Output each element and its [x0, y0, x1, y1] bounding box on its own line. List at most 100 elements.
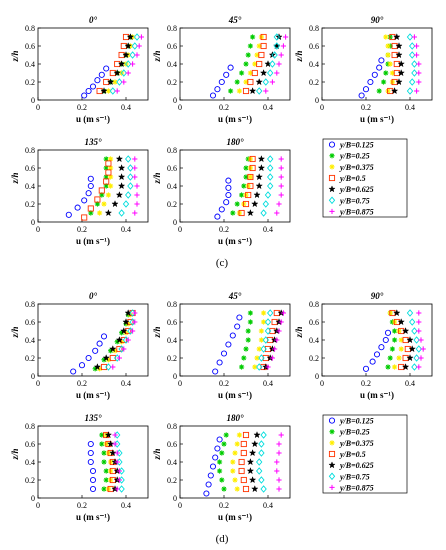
data-point	[248, 87, 257, 95]
x-axis-label: u (m s⁻¹)	[218, 512, 252, 522]
series-2	[230, 432, 242, 492]
data-point	[411, 363, 418, 371]
x-tick-label: 0	[178, 379, 182, 388]
data-point	[101, 459, 107, 465]
data-point	[114, 450, 120, 456]
data-point	[414, 43, 420, 49]
data-point	[236, 432, 242, 438]
data-point	[259, 69, 268, 77]
data-point	[130, 328, 136, 334]
data-point	[241, 355, 247, 361]
data-point	[130, 34, 136, 40]
subplot-d-5: 0° 0 0.2 0.4 0 0.2 0.4 0.6 0.8 u (m s⁻¹) z/h	[10, 291, 149, 400]
axes-frame	[179, 27, 291, 101]
data-point	[413, 336, 420, 344]
x-tick-label: 0.2	[361, 379, 371, 388]
data-point	[85, 190, 92, 197]
data-point	[103, 174, 109, 180]
data-point	[256, 363, 263, 371]
legend-marker	[329, 208, 335, 215]
data-point	[416, 79, 422, 85]
data-point	[223, 432, 229, 438]
x-tick-label: 0.2	[361, 103, 371, 112]
data-point	[101, 357, 107, 363]
legend-entry: y/B=0.75	[339, 472, 370, 481]
data-point	[232, 477, 238, 483]
data-point	[256, 346, 262, 352]
x-axis-label: u (m s⁻¹)	[76, 512, 110, 522]
data-point	[119, 330, 125, 336]
data-point	[214, 213, 221, 220]
series-6	[112, 432, 122, 492]
data-point	[258, 337, 264, 343]
data-point	[92, 347, 99, 354]
data-point	[125, 70, 131, 76]
data-point	[246, 209, 255, 217]
data-point	[393, 309, 401, 317]
data-point	[276, 441, 282, 447]
x-tick-label: 0.2	[219, 501, 229, 510]
y-axis-label: z/h	[10, 326, 20, 338]
data-point	[264, 327, 272, 335]
series-0	[70, 333, 108, 375]
x-tick-label: 0.2	[219, 225, 229, 234]
data-point	[392, 364, 398, 370]
data-point	[105, 192, 111, 198]
data-point	[406, 354, 414, 362]
data-point	[389, 70, 395, 76]
data-point	[234, 323, 241, 330]
y-tick-label: 0.8	[167, 300, 177, 309]
series-4	[104, 155, 126, 217]
data-point	[101, 486, 107, 492]
x-axis-label: u (m s⁻¹)	[76, 390, 110, 400]
x-tick-label: 0.2	[77, 501, 87, 510]
data-point	[221, 441, 227, 447]
data-point	[99, 192, 105, 198]
data-point	[415, 345, 422, 353]
data-point	[256, 60, 263, 68]
data-point	[278, 192, 284, 198]
data-point	[114, 486, 120, 492]
data-point	[278, 156, 284, 162]
data-point	[209, 463, 217, 470]
data-point	[255, 78, 263, 86]
series-5	[260, 155, 274, 217]
data-point	[260, 209, 267, 217]
data-point	[124, 42, 132, 50]
data-point	[272, 346, 278, 352]
data-point	[409, 42, 416, 50]
data-point	[125, 155, 132, 163]
subplot-title: 180°	[226, 137, 244, 147]
data-point	[378, 57, 385, 64]
data-point	[243, 346, 249, 352]
subplot-title: 0°	[89, 15, 98, 25]
subplot-title: 135°	[84, 137, 102, 147]
data-point	[258, 354, 265, 362]
series-4	[100, 33, 135, 95]
subplot-title: 90°	[371, 291, 384, 301]
subplot-d-7: 90° 0 0.2 0.4 0 0.2 0.4 0.6 0.8 u (m s⁻¹) z/h	[294, 291, 433, 400]
y-tick-label: 0.6	[25, 318, 35, 327]
data-point	[134, 201, 140, 207]
data-point	[216, 359, 223, 366]
legend-entry: y/B=0.875	[339, 207, 374, 216]
data-point	[418, 337, 424, 343]
data-point	[252, 364, 258, 370]
x-axis-label: u (m s⁻¹)	[76, 236, 110, 246]
data-point	[89, 485, 97, 493]
data-point	[395, 78, 403, 86]
data-point	[246, 467, 255, 475]
data-point	[125, 52, 131, 58]
data-point	[103, 477, 109, 483]
series-3	[238, 431, 250, 493]
data-point	[212, 454, 219, 461]
data-point	[260, 33, 267, 41]
data-point	[239, 192, 245, 198]
legend-entry: y/B=0.125	[339, 417, 374, 426]
data-point	[106, 440, 115, 448]
data-point	[102, 354, 110, 362]
y-tick-label: 0.6	[309, 42, 319, 51]
data-point	[127, 173, 134, 181]
data-point	[87, 440, 94, 448]
subplot-title: 45°	[228, 291, 242, 301]
